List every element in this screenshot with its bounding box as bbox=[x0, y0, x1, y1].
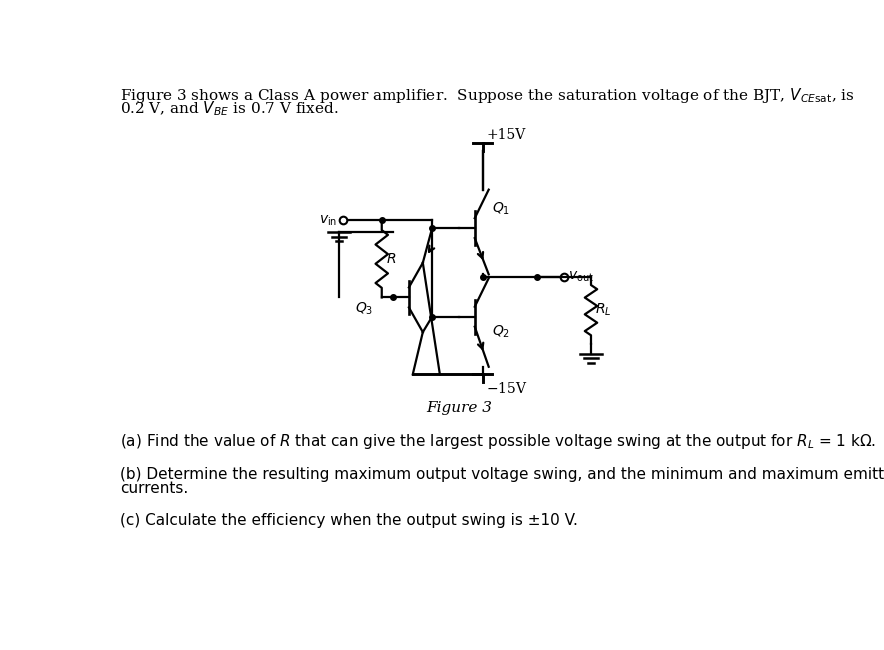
Text: 0.2 V, and $V_{BE}$ is 0.7 V fixed.: 0.2 V, and $V_{BE}$ is 0.7 V fixed. bbox=[120, 99, 339, 118]
Text: (a) Find the value of $R$ that can give the largest possible voltage swing at th: (a) Find the value of $R$ that can give … bbox=[120, 432, 876, 451]
Text: $R$: $R$ bbox=[385, 252, 396, 266]
Text: Figure 3: Figure 3 bbox=[426, 402, 492, 415]
Text: $R_L$: $R_L$ bbox=[595, 302, 612, 318]
Text: (c) Calculate the efficiency when the output swing is ±10 V.: (c) Calculate the efficiency when the ou… bbox=[120, 513, 577, 528]
Text: Figure 3 shows a Class A power amplifier.  Suppose the saturation voltage of the: Figure 3 shows a Class A power amplifier… bbox=[120, 86, 855, 105]
Text: $-$15V: $-$15V bbox=[486, 381, 528, 396]
Text: $Q_1$: $Q_1$ bbox=[492, 201, 510, 217]
Text: +15V: +15V bbox=[486, 128, 526, 142]
Text: $Q_3$: $Q_3$ bbox=[354, 301, 373, 317]
Text: (b) Determine the resulting maximum output voltage swing, and the minimum and ma: (b) Determine the resulting maximum outp… bbox=[120, 467, 884, 482]
Text: $v_{\mathrm{in}}$: $v_{\mathrm{in}}$ bbox=[318, 213, 337, 228]
Text: $Q_2$: $Q_2$ bbox=[492, 324, 510, 341]
Text: currents.: currents. bbox=[120, 481, 188, 496]
Text: $v_{\mathrm{out}}$: $v_{\mathrm{out}}$ bbox=[568, 270, 594, 284]
